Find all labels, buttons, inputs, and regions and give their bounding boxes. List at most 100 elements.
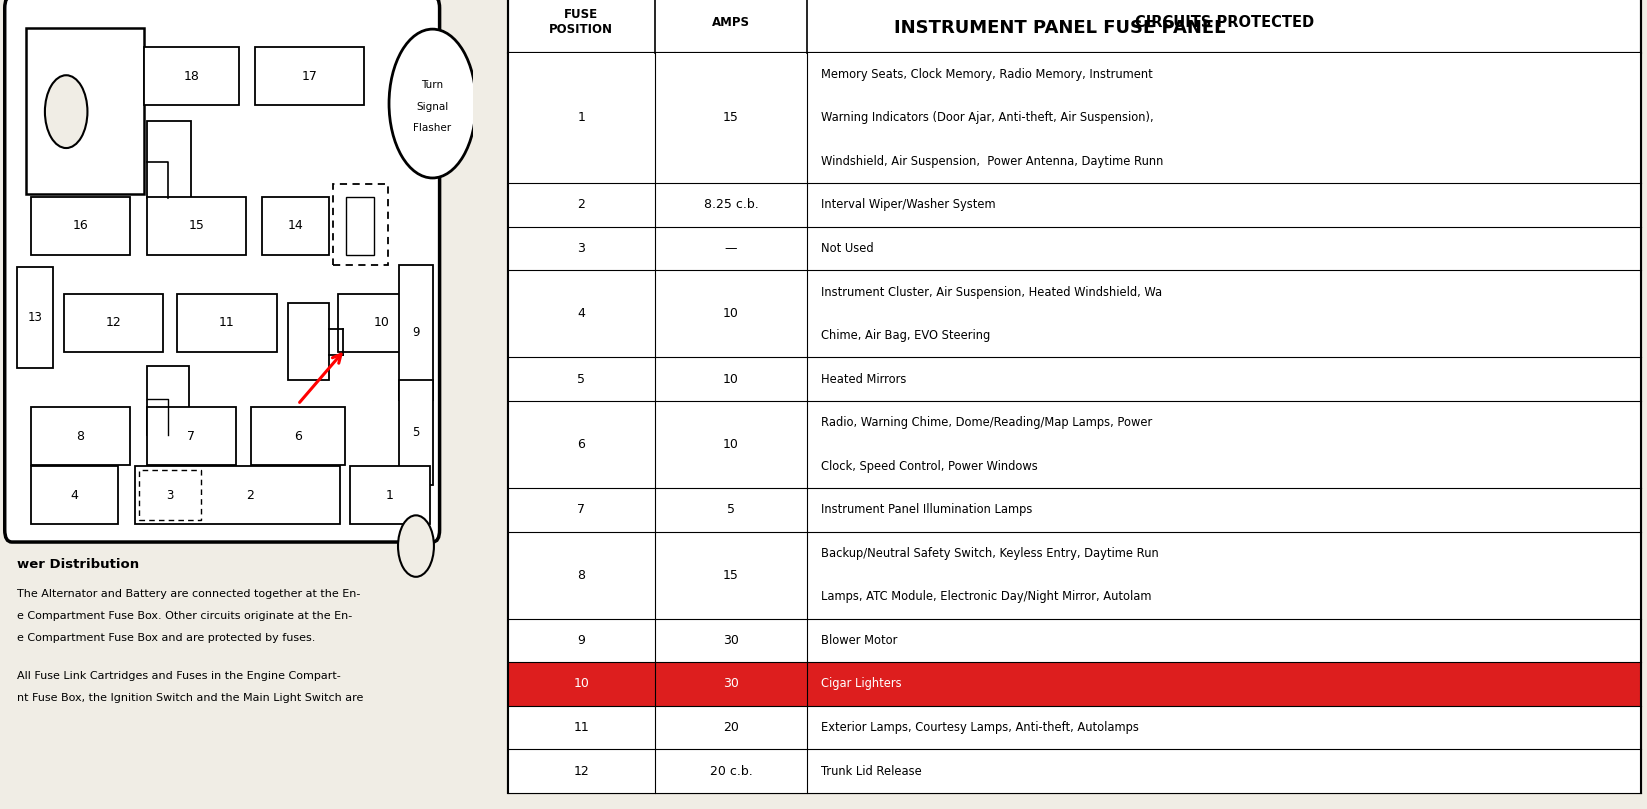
Text: INSTRUMENT PANEL FUSE PANEL: INSTRUMENT PANEL FUSE PANEL	[894, 19, 1225, 37]
Bar	[31, 407, 130, 465]
Text: The Alternator and Battery are connected together at the En-: The Alternator and Battery are connected…	[16, 589, 361, 599]
Text: 30: 30	[723, 634, 740, 647]
Text: AMPS: AMPS	[712, 15, 749, 29]
Text: 7: 7	[578, 503, 585, 516]
Bar	[507, 749, 1640, 793]
Bar	[147, 366, 189, 435]
Bar	[147, 407, 237, 465]
Text: 17: 17	[301, 70, 318, 83]
Text: 13: 13	[28, 311, 43, 324]
Text: 1: 1	[385, 489, 394, 502]
Bar	[140, 470, 201, 520]
Text: 10: 10	[723, 373, 740, 386]
Text: 3: 3	[166, 489, 175, 502]
Bar	[507, 53, 1640, 183]
Text: 2: 2	[247, 489, 255, 502]
Bar	[31, 197, 130, 255]
Bar	[178, 294, 277, 352]
Bar	[507, 183, 1640, 227]
Bar	[26, 28, 145, 194]
Text: 6: 6	[293, 430, 301, 443]
Text: 10: 10	[573, 677, 590, 690]
Bar	[400, 380, 433, 485]
Text: CIRCUITS PROTECTED: CIRCUITS PROTECTED	[1135, 15, 1314, 30]
Bar	[507, 270, 1640, 358]
Text: Radio, Warning Chime, Dome/Reading/Map Lamps, Power: Radio, Warning Chime, Dome/Reading/Map L…	[822, 416, 1153, 430]
Text: All Fuse Link Cartridges and Fuses in the Engine Compart-: All Fuse Link Cartridges and Fuses in th…	[16, 671, 341, 681]
Text: Memory Seats, Clock Memory, Radio Memory, Instrument: Memory Seats, Clock Memory, Radio Memory…	[822, 68, 1153, 81]
Bar	[288, 303, 328, 380]
Circle shape	[399, 515, 433, 577]
Bar	[507, 663, 1640, 705]
Text: Cigar Lighters: Cigar Lighters	[822, 677, 903, 690]
Bar	[64, 294, 163, 352]
Text: 2: 2	[578, 198, 585, 211]
Text: wer Distribution: wer Distribution	[16, 558, 138, 571]
Bar	[507, 0, 1640, 53]
Text: Not Used: Not Used	[822, 242, 875, 255]
Bar	[255, 47, 364, 105]
Text: Instrument Panel Illumination Lamps: Instrument Panel Illumination Lamps	[822, 503, 1033, 516]
Text: 14: 14	[288, 219, 303, 232]
Bar	[507, 532, 1640, 619]
Bar	[145, 47, 239, 105]
Text: Backup/Neutral Safety Switch, Keyless Entry, Daytime Run: Backup/Neutral Safety Switch, Keyless En…	[822, 547, 1159, 560]
Text: FUSE
POSITION: FUSE POSITION	[550, 8, 613, 36]
Text: 7: 7	[188, 430, 196, 443]
Text: 15: 15	[723, 112, 740, 125]
Text: 30: 30	[723, 677, 740, 690]
Bar	[507, 488, 1640, 532]
Text: Instrument Cluster, Air Suspension, Heated Windshield, Wa: Instrument Cluster, Air Suspension, Heat…	[822, 286, 1163, 299]
Text: Exterior Lamps, Courtesy Lamps, Anti-theft, Autolamps: Exterior Lamps, Courtesy Lamps, Anti-the…	[822, 721, 1140, 734]
Bar	[31, 466, 119, 524]
Text: 9: 9	[578, 634, 585, 647]
Text: nt Fuse Box, the Ignition Switch and the Main Light Switch are: nt Fuse Box, the Ignition Switch and the…	[16, 693, 362, 703]
Text: 8: 8	[578, 569, 585, 582]
Text: 15: 15	[723, 569, 740, 582]
Text: 6: 6	[578, 438, 585, 451]
Bar	[333, 184, 387, 265]
Text: 5: 5	[412, 426, 420, 439]
Text: 12: 12	[573, 765, 590, 777]
Bar	[346, 197, 374, 255]
Text: Windshield, Air Suspension,  Power Antenna, Daytime Runn: Windshield, Air Suspension, Power Antenn…	[822, 155, 1164, 168]
Bar	[250, 407, 346, 465]
Text: e Compartment Fuse Box. Other circuits originate at the En-: e Compartment Fuse Box. Other circuits o…	[16, 611, 352, 621]
Text: Trunk Lid Release: Trunk Lid Release	[822, 765, 922, 777]
Circle shape	[389, 29, 476, 178]
Bar	[507, 401, 1640, 488]
Bar	[507, 358, 1640, 401]
Text: 18: 18	[183, 70, 199, 83]
Text: 5: 5	[578, 373, 585, 386]
Bar	[135, 466, 341, 524]
Text: 15: 15	[188, 219, 204, 232]
Bar	[400, 265, 433, 400]
Text: 11: 11	[573, 721, 590, 734]
Bar	[349, 466, 430, 524]
Text: 20 c.b.: 20 c.b.	[710, 765, 753, 777]
Bar	[507, 619, 1640, 663]
Text: Blower Motor: Blower Motor	[822, 634, 898, 647]
Bar	[507, 705, 1640, 749]
Text: 9: 9	[412, 326, 420, 339]
Circle shape	[44, 75, 87, 148]
Text: Clock, Speed Control, Power Windows: Clock, Speed Control, Power Windows	[822, 460, 1038, 472]
Text: —: —	[725, 242, 738, 255]
Bar	[16, 267, 53, 368]
Text: 8: 8	[76, 430, 84, 443]
Text: 5: 5	[726, 503, 735, 516]
Text: 3: 3	[578, 242, 585, 255]
Text: Warning Indicators (Door Ajar, Anti-theft, Air Suspension),: Warning Indicators (Door Ajar, Anti-thef…	[822, 112, 1155, 125]
Text: Turn: Turn	[422, 80, 443, 90]
Text: 20: 20	[723, 721, 740, 734]
Text: 16: 16	[72, 219, 89, 232]
Text: e Compartment Fuse Box and are protected by fuses.: e Compartment Fuse Box and are protected…	[16, 633, 315, 642]
Bar	[338, 294, 425, 352]
Text: 10: 10	[374, 316, 390, 329]
Bar	[147, 197, 245, 255]
Text: Interval Wiper/Washer System: Interval Wiper/Washer System	[822, 198, 996, 211]
Text: 12: 12	[105, 316, 122, 329]
Text: Chime, Air Bag, EVO Steering: Chime, Air Bag, EVO Steering	[822, 329, 991, 342]
FancyBboxPatch shape	[5, 0, 440, 542]
Bar	[262, 197, 328, 255]
